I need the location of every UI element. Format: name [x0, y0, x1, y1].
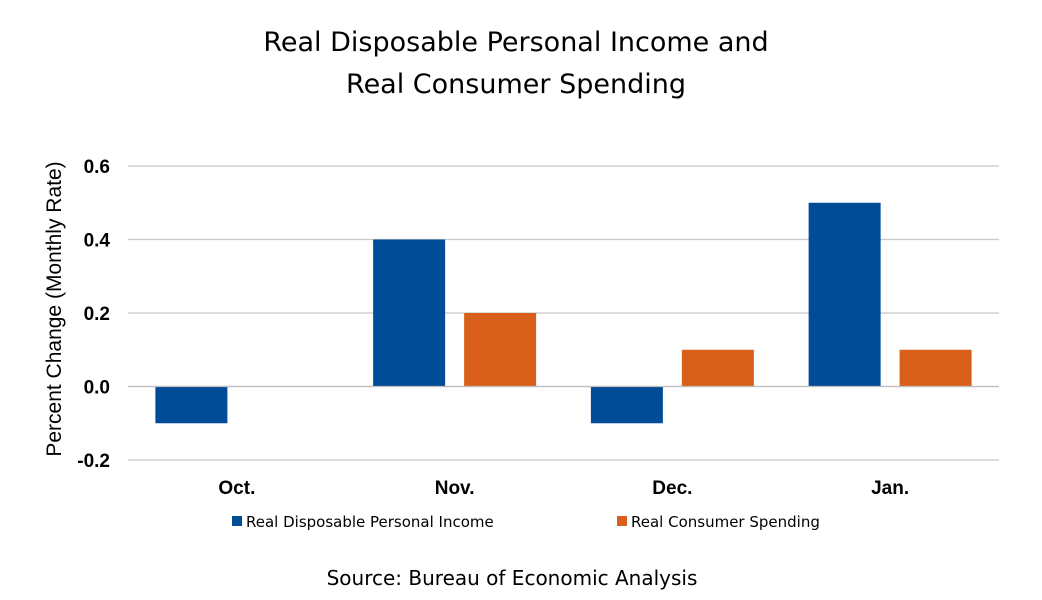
legend: Real Disposable Personal Income Real Con… — [232, 513, 820, 531]
category-label: Nov. — [435, 478, 475, 499]
y-tick-label: 0.0 — [84, 378, 110, 399]
bar-spending-dec — [681, 349, 754, 387]
y-tick-label: 0.4 — [84, 231, 111, 252]
y-axis-title: Percent Change (Monthly Rate) — [43, 161, 66, 456]
y-tick-label: 0.2 — [84, 304, 110, 325]
bar-income-jan — [808, 202, 881, 387]
category-label: Oct. — [218, 478, 255, 499]
category-label: Jan. — [871, 478, 909, 499]
source-note: Source: Bureau of Economic Analysis — [327, 566, 698, 590]
bar-spending-jan — [899, 349, 972, 387]
category-labels: Oct. Nov. Dec. Jan. — [218, 478, 909, 499]
bar-income-dec — [590, 386, 663, 424]
legend-swatch-spending — [617, 516, 627, 526]
y-tick-label: -0.2 — [77, 451, 110, 472]
legend-swatch-income — [232, 516, 242, 526]
y-tick-labels: -0.2 0.0 0.2 0.4 0.6 — [77, 157, 110, 472]
y-tick-label: 0.6 — [84, 157, 110, 178]
bar-income-oct — [155, 386, 228, 424]
bar-income-nov — [373, 239, 446, 387]
category-label: Dec. — [652, 478, 692, 499]
legend-label-spending: Real Consumer Spending — [631, 513, 820, 531]
chart-title-line-2: Real Consumer Spending — [346, 69, 686, 100]
bar-spending-nov — [464, 313, 537, 387]
chart-title-line-1: Real Disposable Personal Income and — [263, 27, 768, 58]
bars — [155, 202, 972, 424]
legend-label-income: Real Disposable Personal Income — [246, 513, 494, 531]
